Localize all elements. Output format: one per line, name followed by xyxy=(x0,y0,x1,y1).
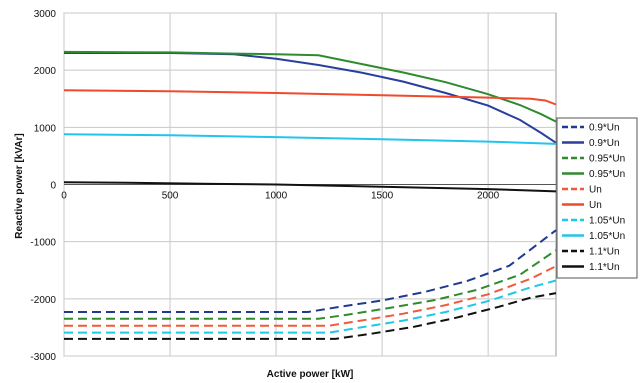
legend-label: 1.1*Un xyxy=(589,262,620,273)
x-tick-labels: 0 500 1000 1500 2000 xyxy=(61,191,499,202)
y-axis-title: Reactive power [kVAr] xyxy=(14,133,25,238)
y-tick-label: -2000 xyxy=(30,295,56,306)
legend-label: 1.1*Un xyxy=(589,247,620,258)
y-tick-labels: 3000 2000 1000 0 -1000 -2000 -3000 xyxy=(30,9,56,363)
y-tick-label: -3000 xyxy=(30,352,56,363)
y-tick-label: 2000 xyxy=(34,66,57,77)
y-tick-label: 0 xyxy=(50,181,56,192)
series-line-dashed-8 xyxy=(64,292,557,340)
x-tick-label: 0 xyxy=(61,191,67,202)
y-tick-label: -1000 xyxy=(30,238,56,249)
series-line-dashed-0 xyxy=(64,229,557,313)
y-tick-label: 3000 xyxy=(34,9,57,20)
legend-entries: 0.9*Un 0.9*Un 0.95*Un 0.95*Un Un Un 1.05*Un 1.0… xyxy=(562,123,625,273)
legend-label: 0.95*Un xyxy=(589,154,625,165)
legend-label: Un xyxy=(589,185,602,196)
x-tick-label: 1500 xyxy=(371,191,394,202)
legend-label: 1.05*Un xyxy=(589,231,625,242)
legend-label: Un xyxy=(589,200,602,211)
series-line-dashed-6 xyxy=(64,279,557,334)
series-layer xyxy=(63,50,557,340)
series-line-solid-3 xyxy=(63,50,557,123)
series-line-solid-9 xyxy=(63,181,557,193)
x-tick-label: 2000 xyxy=(477,191,500,202)
series-line-solid-7 xyxy=(63,133,557,145)
series-line-dashed-4 xyxy=(64,265,557,327)
x-axis-title: Active power [kW] xyxy=(267,369,354,380)
legend-box xyxy=(556,117,638,279)
x-tick-label: 500 xyxy=(162,191,179,202)
y-tick-label: 1000 xyxy=(34,123,57,134)
legend: 0.9*Un 0.9*Un 0.95*Un 0.95*Un Un Un 1.05*Un 1.0… xyxy=(556,117,638,279)
legend-label: 1.05*Un xyxy=(589,216,625,227)
x-tick-label: 1000 xyxy=(265,191,288,202)
series-line-solid-5 xyxy=(63,89,557,106)
series-line-dashed-2 xyxy=(64,249,557,320)
legend-label: 0.95*Un xyxy=(589,169,625,180)
legend-label: 0.9*Un xyxy=(589,138,620,149)
legend-label: 0.9*Un xyxy=(589,123,620,134)
